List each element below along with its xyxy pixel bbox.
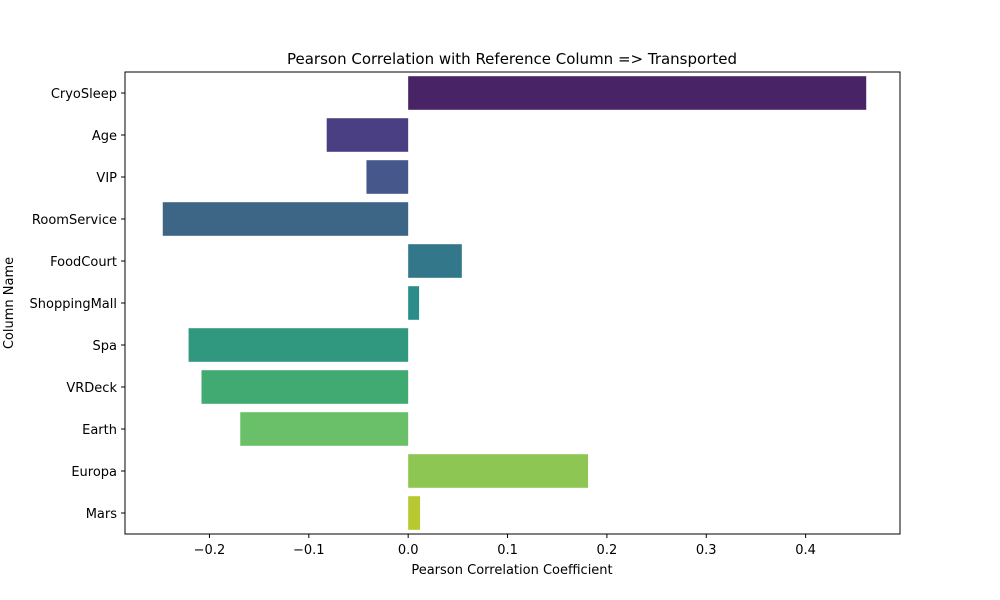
x-tick-label: 0.2 xyxy=(597,543,618,558)
bar-vip xyxy=(366,160,409,194)
y-tick-label-cryosleep: CryoSleep xyxy=(51,87,117,102)
y-axis-label: Column Name xyxy=(2,257,17,349)
y-tick-label-earth: Earth xyxy=(82,423,117,438)
y-tick-label-shoppingmall: ShoppingMall xyxy=(30,297,117,312)
bar-age xyxy=(326,118,409,152)
y-tick-label-roomservice: RoomService xyxy=(32,213,117,228)
y-tick-label-foodcourt: FoodCourt xyxy=(50,255,117,270)
bar-europa xyxy=(408,454,589,488)
y-tick-label-vip: VIP xyxy=(96,171,117,186)
bar-vrdeck xyxy=(201,370,409,404)
x-tick-label: 0.0 xyxy=(398,543,419,558)
x-axis-label: Pearson Correlation Coefficient xyxy=(411,563,612,578)
bar-mars xyxy=(408,496,421,530)
y-tick-label-age: Age xyxy=(92,129,117,144)
bar-foodcourt xyxy=(408,244,462,278)
bar-cryosleep xyxy=(408,76,867,110)
x-tick-label: 0.3 xyxy=(696,543,717,558)
y-tick-label-mars: Mars xyxy=(86,507,118,522)
bar-spa xyxy=(188,328,409,362)
bar-earth xyxy=(240,412,409,446)
x-tick-label: −0.1 xyxy=(293,543,325,558)
plot-frame xyxy=(124,71,901,535)
y-tick-label-vrdeck: VRDeck xyxy=(66,381,117,396)
x-tick-label: 0.4 xyxy=(795,543,816,558)
bar-shoppingmall xyxy=(408,286,420,320)
bar-group xyxy=(162,76,867,530)
y-axis-ticks: CryoSleep Age VIP RoomService FoodCourt Shopp… xyxy=(30,87,125,522)
chart-title: Pearson Correlation with Reference Colum… xyxy=(287,50,737,68)
x-tick-label: 0.1 xyxy=(497,543,518,558)
x-axis-ticks: −0.2 −0.1 0.0 0.1 0.2 0.3 0.4 xyxy=(194,534,816,558)
x-tick-label: −0.2 xyxy=(194,543,226,558)
y-tick-label-europa: Europa xyxy=(71,465,117,480)
y-tick-label-spa: Spa xyxy=(93,339,117,354)
bar-roomservice xyxy=(162,202,409,236)
